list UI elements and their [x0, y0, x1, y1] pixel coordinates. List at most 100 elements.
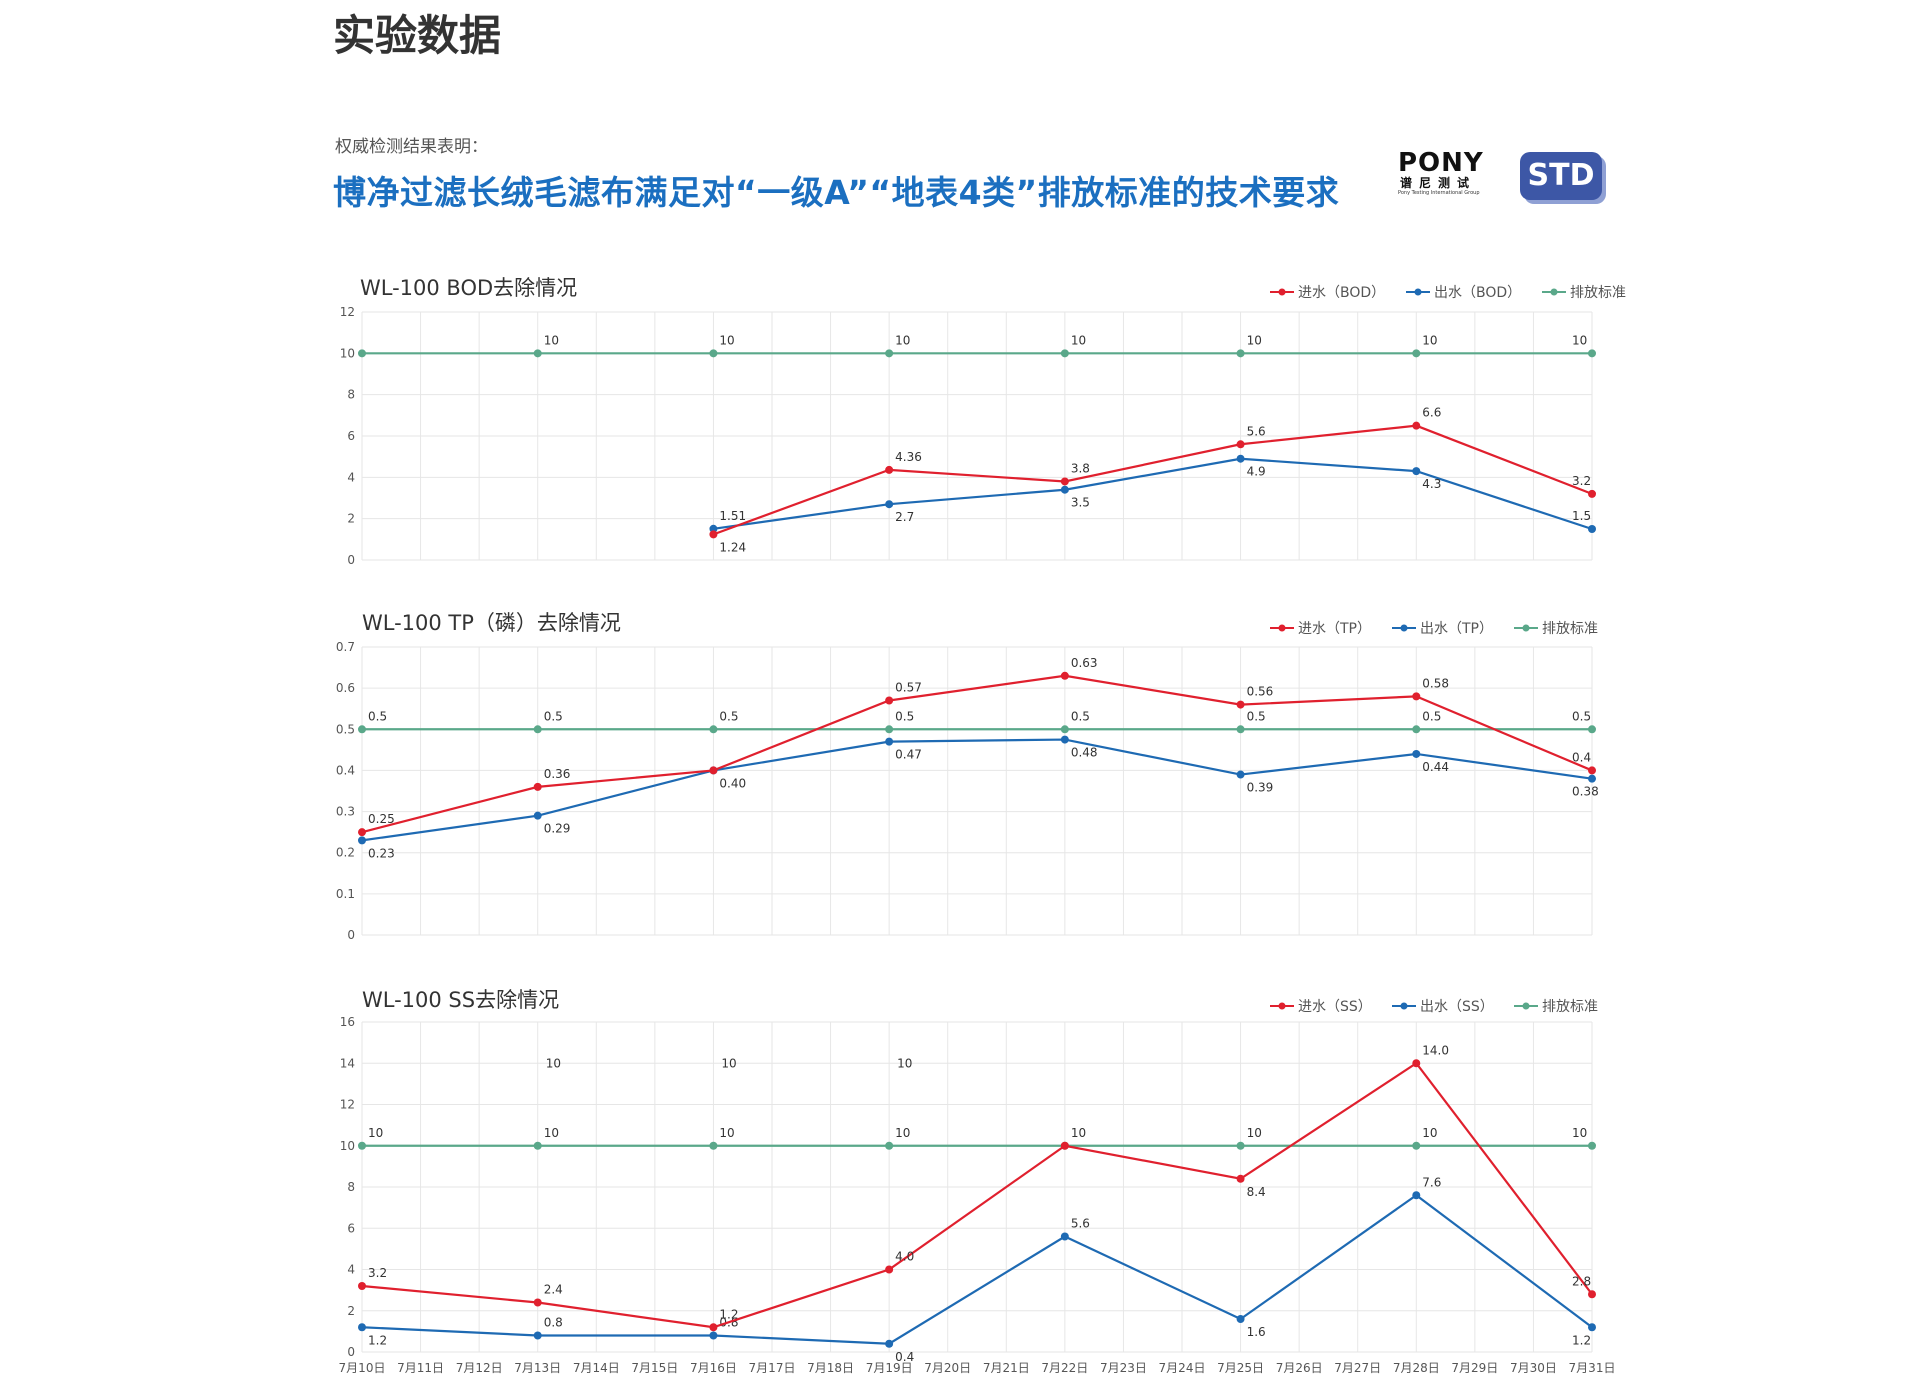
x-tick-label: 7月19日 — [866, 1361, 913, 1375]
data-point — [533, 349, 542, 358]
data-label: 0.58 — [1422, 676, 1449, 690]
data-label: 0.5 — [1422, 709, 1441, 723]
data-label: 0.5 — [1247, 709, 1266, 723]
chart-1: WL-100 BOD去除情况 0 2 4 6 8 10 12 进水（BOD） 出水（BOD） 排放标… — [340, 276, 1626, 567]
x-tick-label: 7月24日 — [1159, 1361, 1206, 1375]
data-point — [885, 696, 894, 705]
data-label: 0.63 — [1071, 656, 1098, 670]
x-tick-label: 7月15日 — [631, 1361, 678, 1375]
data-point — [1588, 774, 1596, 783]
data-point — [1588, 525, 1596, 533]
chart-3: WL-100 SS去除情况 0 2 4 6 8 10 12 14 16 进水（SS） 出水（SS） 排放… — [340, 988, 1598, 1364]
data-label: 10 — [1572, 1126, 1587, 1140]
y-tick-label: 0.5 — [336, 722, 355, 736]
legend-marker — [1278, 624, 1286, 632]
data-label: 1.5 — [1572, 509, 1591, 523]
data-point — [885, 1265, 894, 1274]
legend-label: 出水（BOD） — [1434, 285, 1521, 301]
data-point — [1236, 1141, 1245, 1150]
y-tick-label: 0.7 — [336, 640, 355, 654]
legend-label: 排放标准 — [1542, 621, 1598, 637]
data-label: 10 — [1071, 1126, 1086, 1140]
x-tick-label: 7月21日 — [983, 1361, 1030, 1375]
data-label: 2.7 — [895, 510, 914, 524]
data-label: 10 — [895, 333, 910, 347]
pony-logo: PONY 谱尼测试 Pony Testing International Gro… — [1398, 150, 1502, 206]
data-label: 10 — [1071, 333, 1086, 347]
data-label: 1.6 — [1247, 1325, 1266, 1339]
data-label: 10 — [1572, 333, 1587, 347]
legend-marker — [1414, 288, 1422, 296]
data-point — [358, 725, 366, 734]
legend-marker — [1278, 1002, 1286, 1010]
chart-title: WL-100 TP（磷）去除情况 — [362, 611, 621, 635]
data-point — [1060, 725, 1069, 734]
x-tick-label: 7月12日 — [456, 1361, 503, 1375]
data-label: 5.6 — [1247, 424, 1266, 438]
series-line — [361, 738, 1593, 842]
data-point — [1412, 1141, 1421, 1150]
legend-item: 进水（TP） — [1270, 621, 1371, 637]
data-label: 0.4 — [895, 1350, 914, 1364]
annotation-label: 10 — [721, 1056, 736, 1070]
x-tick-label: 7月10日 — [339, 1361, 386, 1375]
legend-marker — [1278, 288, 1286, 296]
data-label: 10 — [895, 1126, 910, 1140]
data-point — [533, 725, 542, 734]
data-point — [1060, 671, 1069, 680]
x-tick-label: 7月17日 — [749, 1361, 796, 1375]
x-tick-label: 7月26日 — [1276, 1361, 1323, 1375]
data-point — [1588, 489, 1596, 498]
pony-logo-cn: 谱尼测试 — [1400, 176, 1477, 190]
data-label: 0.36 — [544, 767, 571, 781]
data-point — [1236, 1315, 1245, 1323]
data-point — [1412, 692, 1421, 701]
data-label: 5.6 — [1071, 1217, 1090, 1231]
y-tick-label: 0 — [347, 1345, 355, 1359]
legend-label: 出水（SS） — [1420, 999, 1494, 1015]
data-label: 6.6 — [1422, 406, 1441, 420]
data-label: 7.6 — [1422, 1175, 1441, 1189]
std-logo: STD — [1520, 152, 1602, 200]
series-standard: 10 10 10 10 10 10 10 — [358, 333, 1596, 358]
x-tick-label: 7月14日 — [573, 1361, 620, 1375]
x-tick-label: 7月23日 — [1100, 1361, 1147, 1375]
y-tick-label: 8 — [347, 388, 355, 402]
data-point — [1060, 485, 1069, 494]
data-label: 0.5 — [368, 709, 387, 723]
data-point — [885, 1141, 894, 1150]
series-line — [361, 1061, 1593, 1329]
legend-item: 进水（SS） — [1270, 999, 1372, 1015]
data-label: 3.5 — [1071, 496, 1090, 510]
page-title: 实验数据 — [333, 11, 502, 60]
x-axis: 7月10日 7月11日 7月12日 7月13日 7月14日 7月15日 7月16日 7月17日… — [339, 1361, 1616, 1375]
data-label: 4.9 — [1247, 465, 1266, 479]
data-label: 3.8 — [1071, 461, 1090, 475]
data-label: 0.5 — [719, 709, 738, 723]
legend-marker — [1522, 1002, 1530, 1010]
data-point — [1060, 477, 1069, 486]
data-point — [1236, 349, 1245, 358]
data-label: 0.23 — [368, 846, 395, 860]
data-label: 10 — [1422, 333, 1437, 347]
data-label: 4.3 — [1422, 477, 1441, 491]
legend-marker — [1522, 624, 1530, 632]
annotation-label: 10 — [546, 1056, 561, 1070]
series-standard: 10 10 10 10 10 10 10 10 — [358, 1126, 1596, 1150]
data-point — [358, 828, 366, 837]
data-point — [1412, 467, 1421, 476]
series-influent: 3.2 2.4 1.2 4.0 8.4 14.0 2.8 — [358, 1043, 1596, 1332]
x-tick-label: 7月27日 — [1334, 1361, 1381, 1375]
data-point — [709, 1331, 718, 1340]
legend-item: 出水（SS） — [1392, 999, 1494, 1015]
data-point — [709, 766, 718, 775]
data-point — [1060, 349, 1069, 358]
data-point — [885, 349, 894, 358]
data-label: 1.2 — [719, 1307, 738, 1321]
data-label: 4.0 — [895, 1250, 914, 1264]
data-point — [1588, 725, 1596, 734]
data-point — [885, 1339, 894, 1348]
data-label: 10 — [1422, 1126, 1437, 1140]
data-label: 4.36 — [895, 450, 922, 464]
